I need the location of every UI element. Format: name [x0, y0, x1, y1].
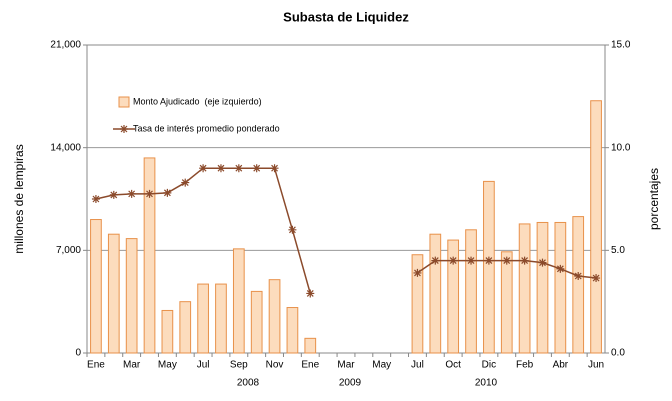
- line-marker: [199, 164, 208, 173]
- line-marker: [216, 164, 225, 173]
- x-tick-label: Oct: [445, 360, 461, 371]
- bar: [197, 283, 209, 354]
- line-marker: [127, 189, 136, 198]
- bar: [161, 309, 174, 354]
- line-marker: [109, 190, 118, 199]
- line-marker: [234, 164, 243, 173]
- legend-label: Tasa de interés promedio ponderado: [133, 123, 280, 133]
- plot-frame: [86, 44, 606, 354]
- bar: [500, 251, 513, 354]
- x-tick-label: Mar: [123, 360, 141, 371]
- bar: [250, 290, 263, 354]
- bar: [483, 180, 495, 354]
- line-marker: [592, 274, 601, 283]
- line-marker: [181, 178, 190, 187]
- x-tick-label: May: [372, 360, 391, 371]
- line-marker: [467, 256, 476, 265]
- y-tick-label: 14,000: [50, 142, 81, 153]
- bar: [572, 216, 585, 354]
- line-marker: [270, 164, 279, 173]
- x-tick-label: Ene: [87, 360, 105, 371]
- year-label: 2008: [237, 378, 260, 389]
- x-tick-label: Sep: [230, 360, 248, 371]
- x-tick-label: Jul: [197, 360, 210, 371]
- y2-tick-label: 0.0: [611, 348, 625, 359]
- y-tick-label: 7,000: [56, 245, 81, 256]
- line-marker: [288, 225, 297, 234]
- bar: [268, 279, 281, 354]
- line-marker: [520, 256, 529, 265]
- bar: [232, 248, 245, 354]
- bar: [411, 254, 424, 354]
- legend-marker: [120, 125, 128, 133]
- line-marker: [556, 264, 565, 273]
- year-label: 2010: [475, 378, 498, 389]
- bar: [465, 229, 477, 354]
- x-tick-label: Ene: [301, 360, 319, 371]
- line-marker: [574, 272, 583, 280]
- bar: [125, 238, 138, 354]
- x-tick-label: Jun: [588, 360, 604, 371]
- chart-title: Subasta de Liquidez: [283, 9, 409, 24]
- y2-tick-label: 10.0: [611, 142, 631, 153]
- line-marker: [91, 195, 100, 203]
- line-marker: [449, 256, 458, 265]
- bar: [90, 219, 102, 354]
- line-marker: [484, 256, 493, 265]
- bar: [107, 233, 120, 354]
- bar: [536, 221, 549, 354]
- bar: [286, 307, 299, 354]
- legend-label: Monto Ajudicado (eje izquierdo): [133, 96, 262, 106]
- bar: [518, 223, 531, 354]
- x-tick-label: Abr: [553, 360, 569, 371]
- bar: [304, 337, 317, 354]
- line-marker: [163, 188, 172, 197]
- bar: [143, 157, 156, 354]
- bar: [179, 301, 192, 354]
- x-tick-label: Dic: [482, 360, 496, 371]
- line-marker: [306, 289, 315, 298]
- bar: [554, 221, 567, 354]
- bar: [447, 239, 460, 354]
- line-marker: [252, 164, 261, 173]
- year-label: 2009: [339, 378, 362, 389]
- x-tick-label: Nov: [266, 360, 284, 371]
- x-tick-label: Jul: [411, 360, 424, 371]
- bar: [215, 283, 227, 354]
- y-axis-label: millones de lempiras: [12, 144, 26, 253]
- y2-tick-label: 5.0: [611, 245, 625, 256]
- bar: [429, 233, 442, 354]
- line-marker: [538, 258, 547, 267]
- line-marker: [145, 189, 154, 198]
- x-tick-label: Mar: [337, 360, 355, 371]
- y2-tick-label: 15.0: [611, 40, 631, 51]
- x-tick-label: May: [158, 360, 177, 371]
- y2-axis-label: porcentajes: [647, 168, 661, 230]
- legend-swatch: [118, 96, 130, 108]
- line-marker: [413, 268, 422, 277]
- line-marker: [431, 256, 440, 265]
- line-marker: [502, 256, 511, 265]
- y-tick-label: 0: [75, 348, 81, 359]
- bar: [590, 100, 602, 354]
- x-tick-label: Feb: [516, 360, 534, 371]
- y-tick-label: 21,000: [50, 40, 81, 51]
